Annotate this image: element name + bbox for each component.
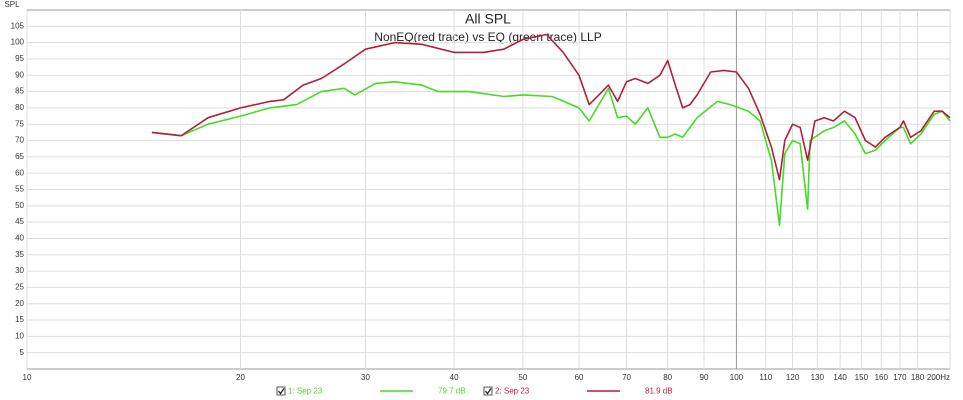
- legend-level: 79.7 dB: [438, 387, 466, 396]
- chart-title: All SPL: [465, 11, 511, 27]
- y-tick-label: 60: [15, 168, 24, 177]
- y-axis-label: SPL: [4, 0, 20, 9]
- legend-box-1[interactable]: [276, 386, 286, 396]
- x-tick-label: 100: [730, 373, 744, 382]
- x-tick-label: 120: [786, 373, 800, 382]
- x-tick-label: 150: [855, 373, 869, 382]
- legend-box-2[interactable]: [483, 386, 493, 396]
- y-tick-label: 30: [15, 266, 24, 275]
- y-tick-label: 65: [15, 152, 24, 161]
- x-tick-label: 60: [575, 373, 584, 382]
- x-tick-label: 140: [833, 373, 847, 382]
- y-tick-label: 45: [15, 217, 24, 226]
- x-tick-label: 10: [23, 373, 32, 382]
- x-tick-label: 80: [663, 373, 672, 382]
- x-tick-label: 40: [450, 373, 459, 382]
- y-tick-label: 35: [15, 250, 24, 259]
- y-tick-label: 50: [15, 201, 24, 210]
- x-tick-label: 90: [700, 373, 709, 382]
- y-tick-label: 100: [11, 38, 25, 47]
- legend-name: 2: Sep 23: [495, 387, 530, 396]
- x-tick-label: 170: [893, 373, 907, 382]
- data-line: [151, 33, 951, 181]
- chart-subtitle: NonEQ(red trace) vs EQ (green trace) LLP: [374, 30, 601, 44]
- y-tick-label: 75: [15, 119, 24, 128]
- y-tick-label: 95: [15, 54, 24, 63]
- x-tick-label: 160: [875, 373, 889, 382]
- y-tick-label: 105: [11, 21, 25, 30]
- data-line: [151, 81, 951, 227]
- x-tick-label: 30: [361, 373, 370, 382]
- x-tick-label: 130: [811, 373, 825, 382]
- x-tick-label: 200Hz: [927, 373, 950, 382]
- y-tick-label: 70: [15, 136, 24, 145]
- y-tick-label: 85: [15, 87, 24, 96]
- legend-name: 1: Sep 23: [288, 387, 323, 396]
- y-tick-label: 20: [15, 299, 24, 308]
- y-tick-label: 55: [15, 185, 24, 194]
- x-tick-label: 20: [236, 373, 245, 382]
- y-tick-label: 5: [20, 348, 25, 357]
- y-tick-label: 10: [15, 331, 24, 340]
- x-tick-label: 50: [518, 373, 527, 382]
- legend-level: 81.9 dB: [645, 387, 673, 396]
- y-tick-label: 80: [15, 103, 24, 112]
- y-tick-label: 25: [15, 283, 24, 292]
- y-tick-label: 90: [15, 70, 24, 79]
- x-tick-label: 180: [911, 373, 925, 382]
- y-tick-label: 15: [15, 315, 24, 324]
- x-tick-label: 70: [622, 373, 631, 382]
- x-tick-label: 110: [759, 373, 772, 382]
- y-tick-label: 40: [15, 234, 24, 243]
